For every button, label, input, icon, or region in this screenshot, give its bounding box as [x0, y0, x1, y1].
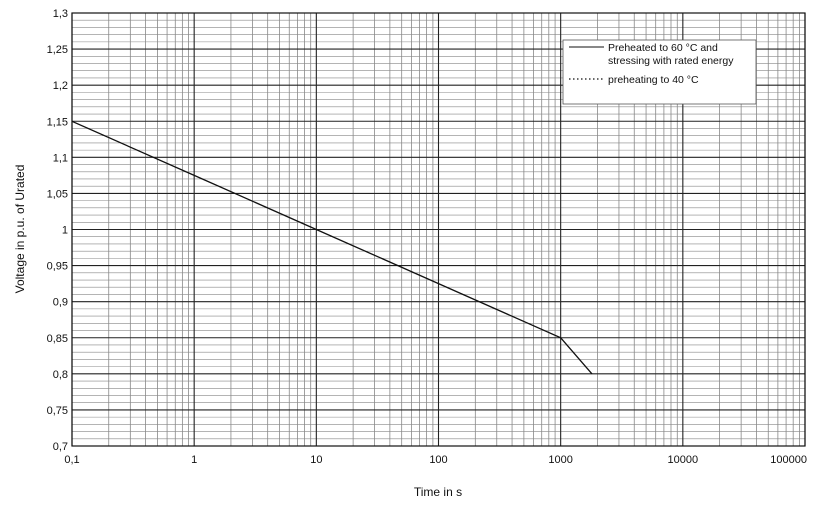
plot-border [71, 12, 806, 447]
x-tick-label: 1 [191, 454, 197, 466]
y-tick-label: 1,1 [53, 152, 68, 164]
legend-item-1-line-2: stressing with rated energy [608, 55, 734, 67]
legend: Preheated to 60 °C and stressing with ra… [562, 39, 757, 105]
legend-box [562, 39, 757, 105]
y-tick-labels: 0,7 0,75 0,8 0,85 0,9 0,95 1 1,05 1,1 1,15 1,2 1,25… [47, 8, 68, 453]
x-axis-title: Time in s [414, 485, 462, 499]
legend-item-1-line-1: Preheated to 60 °C and [608, 42, 718, 54]
y-tick-label: 1 [62, 225, 68, 237]
x-tick-label: 10000 [668, 454, 699, 466]
y-tick-label: 1,15 [47, 116, 68, 128]
y-tick-label: 0,75 [47, 405, 68, 417]
x-tick-labels: 0,1 1 10 100 1000 10000 100000 [64, 454, 807, 466]
y-axis-title: Voltage in p.u. of Urated [13, 165, 27, 294]
y-tick-label: 1,05 [47, 188, 68, 200]
y-tick-label: 1,3 [53, 8, 68, 20]
x-tick-label: 10 [310, 454, 322, 466]
y-tick-label: 1,2 [53, 80, 68, 92]
y-tick-label: 0,7 [53, 441, 68, 453]
y-tick-label: 0,85 [47, 333, 68, 345]
y-tick-label: 0,95 [47, 261, 68, 273]
legend-item-2-label: preheating to 40 °C [608, 74, 699, 86]
x-tick-label: 100000 [770, 454, 807, 466]
x-tick-label: 100 [429, 454, 447, 466]
series-line-1 [71, 120, 593, 375]
x-tick-label: 0,1 [64, 454, 79, 466]
y-tick-label: 0,8 [53, 369, 68, 381]
y-tick-label: 1,25 [47, 44, 68, 56]
series-layer [71, 120, 593, 375]
x-tick-label: 1000 [548, 454, 572, 466]
y-tick-label: 0,9 [53, 297, 68, 309]
